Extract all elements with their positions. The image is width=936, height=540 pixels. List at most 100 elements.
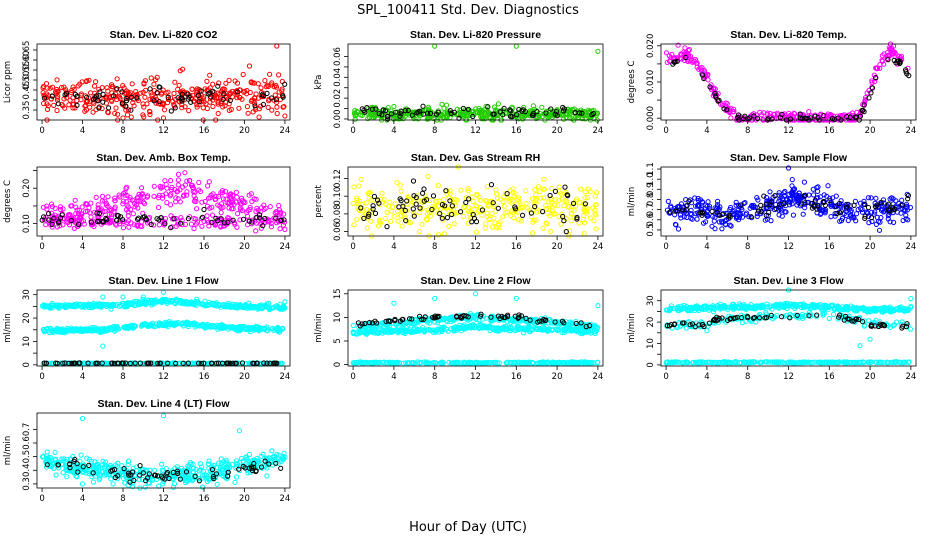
point-hourly [430, 193, 437, 199]
point-all [822, 210, 828, 216]
point-all [545, 210, 551, 216]
point-all [70, 105, 76, 111]
point-hourly [815, 203, 821, 209]
point-day [259, 205, 265, 211]
point-hourly [497, 109, 503, 115]
point-mid [98, 326, 105, 332]
point-all [364, 225, 370, 231]
point-all [450, 206, 456, 212]
point-hourly [398, 108, 404, 114]
point-upper [90, 303, 96, 309]
point-hourly [415, 109, 421, 115]
point-upper [206, 299, 212, 305]
point-hourly [110, 93, 117, 99]
point-all [54, 107, 60, 114]
point-all [743, 212, 749, 218]
point-all [582, 189, 588, 195]
point-hourly [46, 217, 52, 223]
point-hourly [178, 220, 184, 226]
point-all [86, 77, 92, 83]
point-all [879, 206, 886, 212]
point-all [216, 80, 222, 86]
point-all [695, 195, 701, 202]
y-tick-label: 0.20 [22, 179, 32, 198]
point-all [164, 100, 171, 106]
point-hourly [168, 225, 174, 231]
point-all [543, 203, 549, 209]
point-all [355, 109, 361, 115]
point-all [358, 112, 364, 118]
point-mid [83, 326, 89, 332]
point-all [501, 194, 507, 200]
x-tick-label: 12 [783, 242, 794, 252]
point-all [207, 99, 213, 105]
point-day [88, 200, 94, 206]
point-day [175, 188, 181, 194]
point-hourly [463, 199, 469, 206]
y-tick-label: 0.10 [22, 214, 32, 233]
point-outlier [140, 294, 146, 300]
point-upper [125, 300, 131, 306]
point-all [877, 62, 883, 68]
point-all [556, 184, 562, 190]
point-all [271, 84, 277, 90]
point-hourly [185, 91, 191, 97]
point-all [41, 100, 47, 107]
point-day [135, 205, 141, 211]
point-hourly [156, 99, 162, 105]
point-upper [244, 304, 250, 310]
point-hourly [755, 208, 762, 214]
point-hourly [449, 211, 455, 218]
point-upper [235, 305, 241, 311]
point-hourly [836, 200, 843, 207]
point-low [218, 223, 224, 229]
point-hourly [120, 217, 126, 223]
point-hourly [239, 360, 246, 366]
point-all [510, 189, 516, 195]
point-all [273, 84, 279, 90]
point-day [79, 204, 85, 210]
point-outlier [257, 212, 263, 218]
point-upper [110, 302, 116, 308]
point-all [899, 205, 905, 211]
point-all [546, 205, 552, 211]
point-mid [163, 323, 169, 329]
figure-xlabel: Hour of Day (UTC) [409, 520, 527, 535]
x-tick-label: 16 [511, 126, 522, 136]
point-hourly [119, 89, 125, 95]
point-hourly [402, 207, 408, 214]
point-outlier [201, 206, 207, 213]
point-all [379, 114, 385, 120]
x-tick-label: 20 [865, 242, 876, 252]
point-hourly [447, 108, 453, 114]
point-hourly [779, 111, 785, 117]
point-all [559, 192, 565, 198]
point-all [555, 203, 561, 209]
point-hourly [442, 203, 448, 209]
point-all [523, 200, 529, 207]
point-all [593, 212, 599, 218]
point-all [474, 204, 480, 210]
point-low [178, 215, 184, 221]
point-hourly [565, 193, 571, 199]
point-hourly [114, 86, 120, 92]
point-all [179, 105, 185, 111]
point-hourly [215, 360, 222, 366]
point-all [60, 103, 66, 109]
point-all [351, 222, 357, 228]
point-all [811, 192, 817, 198]
point-hourly [209, 219, 215, 225]
x-tick-label: 8 [120, 372, 125, 382]
point-all [432, 204, 438, 210]
point-upper [95, 303, 101, 309]
y-tick-label: 30 [22, 289, 32, 300]
y-tick-label: 0.35 [22, 101, 32, 120]
point-all [663, 50, 670, 56]
point-mid [77, 326, 83, 332]
point-all [821, 192, 827, 198]
point-day [253, 196, 259, 202]
point-all [817, 211, 824, 217]
point-hourly [373, 106, 379, 112]
